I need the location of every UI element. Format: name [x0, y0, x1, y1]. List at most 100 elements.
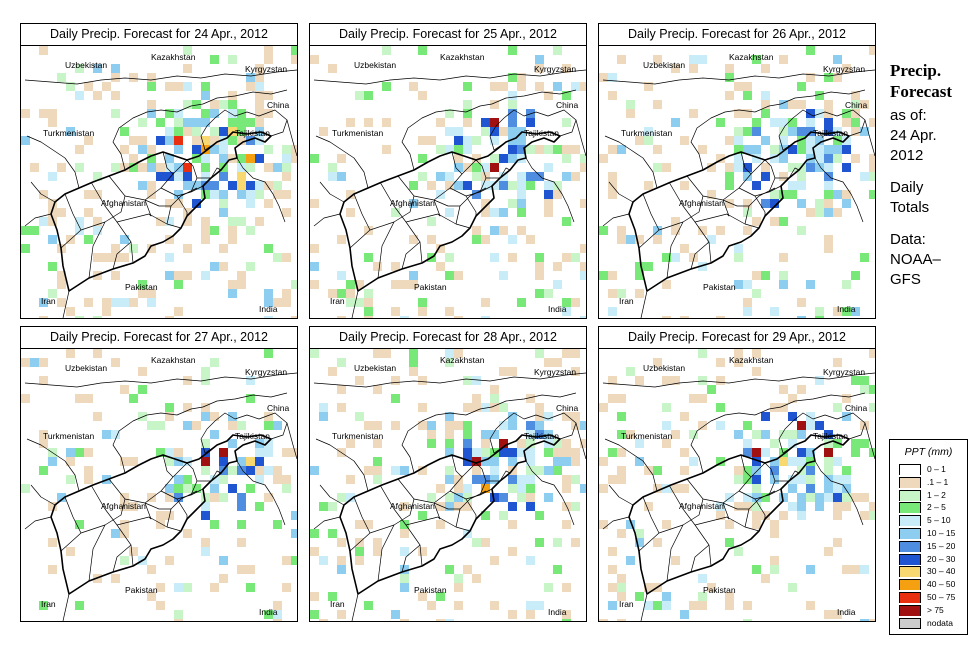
precip-cell [219, 100, 228, 109]
precip-cell [508, 145, 517, 154]
precip-cell [752, 466, 761, 475]
precip-cell [48, 565, 57, 574]
precip-cell [273, 475, 282, 484]
precip-cell [617, 529, 626, 538]
precip-cell [355, 280, 364, 289]
precip-cell [662, 520, 671, 529]
precip-cell [282, 583, 291, 592]
precip-cell [382, 145, 391, 154]
panel-title-prefix: Daily Precip. Forecast for [49, 27, 191, 41]
precip-cell [734, 430, 743, 439]
precip-cell [680, 181, 689, 190]
precip-cell [210, 226, 219, 235]
precip-cell [734, 253, 743, 262]
precip-cell [535, 55, 544, 64]
province-boundary [754, 498, 766, 519]
precip-cell [201, 235, 210, 244]
precip-cell [734, 466, 743, 475]
precip-cell [526, 448, 535, 457]
precip-cell [743, 298, 752, 307]
precip-cell [174, 493, 183, 502]
precip-cell [102, 82, 111, 91]
precip-cell [562, 583, 571, 592]
province-boundary [144, 502, 152, 520]
precip-cell [526, 556, 535, 565]
precip-cell [337, 538, 346, 547]
precip-cell [147, 493, 156, 502]
precip-cell [75, 316, 84, 318]
precip-cell [806, 163, 815, 172]
precip-cell [833, 403, 842, 412]
label-afghanistan: Afghanistan [679, 198, 724, 208]
precip-cell [445, 349, 454, 358]
precip-cell [346, 475, 355, 484]
precip-cell [111, 574, 120, 583]
precip-cell [436, 172, 445, 181]
precip-cell [617, 619, 626, 621]
province-boundary [744, 490, 776, 528]
precip-cell [228, 235, 237, 244]
precip-cell [743, 475, 752, 484]
precip-cell [445, 502, 454, 511]
precip-cell [436, 244, 445, 253]
precip-cell [472, 538, 481, 547]
precip-cell [761, 412, 770, 421]
precip-cell [824, 163, 833, 172]
precip-cell [535, 349, 544, 358]
province-boundary [353, 193, 371, 231]
precip-cell [237, 280, 246, 289]
precip-cell [201, 457, 210, 466]
precip-cell [355, 412, 364, 421]
precip-cell [463, 421, 472, 430]
precip-cell [689, 601, 698, 610]
precip-cell [571, 298, 580, 307]
precip-cell [264, 298, 273, 307]
precip-cell [66, 547, 75, 556]
forecast-panel: Daily Precip. Forecast for 27 Apr., 2012 K… [20, 326, 298, 622]
country-boundary [864, 119, 875, 157]
precip-cell [752, 448, 761, 457]
precip-cell [48, 457, 57, 466]
legend-label: 20 – 30 [927, 553, 956, 564]
legend-item: .1 – 1 [899, 476, 965, 488]
precip-cell [454, 316, 463, 318]
precip-cell [472, 235, 481, 244]
precip-cell [580, 484, 586, 493]
precip-cell [481, 163, 490, 172]
precip-cell [120, 529, 129, 538]
precip-cell [508, 547, 517, 556]
country-boundary [575, 422, 586, 460]
precip-cell [842, 502, 851, 511]
precip-cell [337, 154, 346, 163]
precip-cell [192, 145, 201, 154]
precip-cells [599, 349, 875, 621]
precip-cell [869, 448, 875, 457]
precip-cell [337, 271, 346, 280]
precip-cell [716, 154, 725, 163]
precip-cell [228, 109, 237, 118]
label-pakistan: Pakistan [414, 282, 447, 292]
precip-cell [264, 109, 273, 118]
precip-cell [779, 511, 788, 520]
label-india: India [837, 607, 856, 617]
precip-cell [490, 208, 499, 217]
province-boundary [764, 159, 776, 179]
precip-cell [165, 109, 174, 118]
precip-cell [508, 457, 517, 466]
precip-cell [454, 154, 463, 163]
precip-cell [653, 100, 662, 109]
precip-cell [282, 253, 291, 262]
precip-cell [608, 307, 617, 316]
precip-cell [291, 448, 297, 457]
precip-cell [201, 511, 210, 520]
precip-cell [201, 493, 210, 502]
precip-cell [599, 154, 608, 163]
precip-cell [282, 448, 291, 457]
precip-cell [346, 208, 355, 217]
precip-cell [644, 601, 653, 610]
precip-cell [400, 280, 409, 289]
precip-cell [499, 181, 508, 190]
precip-cell [57, 271, 66, 280]
precip-cell [391, 208, 400, 217]
